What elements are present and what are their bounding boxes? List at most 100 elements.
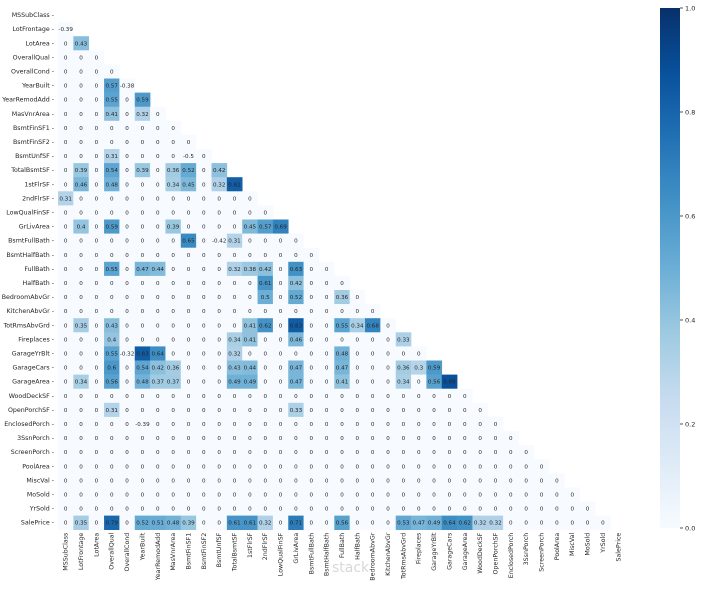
column-label: BsmtFullBath — [308, 533, 315, 575]
heatmap-cell — [88, 374, 105, 389]
cell-value: 0 — [156, 295, 160, 301]
heatmap-cell — [411, 388, 427, 404]
heatmap-cell — [104, 149, 120, 164]
heatmap-cell — [503, 473, 519, 488]
heatmap-cell — [211, 275, 228, 291]
cell-value: 0.52 — [290, 295, 302, 301]
cell-value: 0 — [340, 478, 344, 484]
cell-value: 0 — [64, 140, 68, 146]
column-label: OpenPorchSF — [492, 532, 499, 574]
cell-value: 0 — [202, 154, 206, 160]
cell-value: 0 — [141, 253, 145, 259]
cell-value: 0 — [187, 450, 191, 456]
heatmap-cell — [226, 304, 243, 319]
cell-value: 0 — [95, 225, 99, 231]
cell-value: 0 — [156, 408, 160, 414]
heatmap-cell — [73, 290, 89, 305]
heatmap-cell — [134, 515, 151, 530]
heatmap-cell — [303, 459, 320, 474]
cell-value: 0 — [279, 521, 283, 527]
cell-value: 0 — [95, 464, 99, 470]
cell-value: 0 — [202, 422, 206, 428]
heatmap-cell — [211, 501, 228, 516]
cell-value: 0 — [478, 422, 482, 428]
cell-value: 0 — [141, 337, 145, 343]
cell-value: 0 — [356, 366, 360, 372]
heatmap-cell — [211, 416, 228, 432]
heatmap-cell — [196, 275, 212, 291]
heatmap-cell — [73, 233, 89, 248]
heatmap-cell — [318, 445, 335, 460]
cell-value: 0 — [448, 492, 452, 498]
cell-value: 0 — [309, 492, 313, 498]
cell-value: 0 — [141, 408, 145, 414]
cell-value: 0 — [248, 422, 252, 428]
row-label: PoolArea - — [22, 463, 54, 470]
cell-value: 0.39 — [75, 168, 88, 174]
cell-value: 0 — [125, 422, 129, 428]
heatmap-cell — [441, 487, 458, 502]
cell-value: 0 — [356, 507, 360, 513]
heatmap-cell — [119, 501, 136, 516]
heatmap-cell — [150, 416, 166, 432]
cell-value: 0 — [263, 337, 267, 343]
heatmap-cell — [88, 64, 105, 79]
cell-value: 0 — [125, 112, 129, 118]
heatmap-cell — [119, 459, 136, 474]
cell-value: 0 — [156, 478, 160, 484]
cell-value: 0 — [125, 196, 129, 202]
heatmap-cell — [365, 501, 381, 516]
cell-value: 0 — [417, 394, 421, 400]
cell-value: 0 — [248, 210, 252, 216]
heatmap-cell — [472, 459, 489, 474]
cell-value: 0 — [156, 225, 160, 231]
heatmap-cell — [257, 459, 274, 474]
heatmap-cell — [487, 487, 504, 502]
cell-value: 0 — [95, 84, 99, 90]
cell-value: 0 — [233, 196, 237, 202]
cell-value: 0.56 — [428, 380, 441, 386]
cell-value: 0 — [187, 323, 191, 329]
cell-value: 0 — [202, 253, 206, 259]
heatmap-cell — [318, 487, 335, 502]
cell-value: 0 — [309, 521, 313, 527]
cell-value: 0 — [248, 408, 252, 414]
cell-value: 0 — [141, 323, 145, 329]
row-label: 1stFlrSF - — [24, 181, 54, 188]
cell-value: 0 — [417, 478, 421, 484]
cell-value: 0 — [202, 521, 206, 527]
cell-value: 0 — [309, 408, 313, 414]
cell-value: 0 — [494, 507, 498, 513]
row-labels: MSSubClass - LotFrontage - LotArea - Overal… — [1, 12, 54, 527]
cell-value: 0 — [156, 239, 160, 245]
heatmap-cell — [58, 247, 74, 263]
heatmap-cell — [119, 149, 136, 164]
heatmap-cell — [365, 459, 381, 474]
heatmap-cell — [196, 318, 212, 333]
heatmap-cell — [318, 473, 335, 488]
cell-value: 0 — [202, 366, 206, 372]
cell-value: 0.65 — [182, 239, 195, 245]
column-label: BsmtUnfSF — [216, 532, 223, 567]
cell-value: 0 — [141, 464, 145, 470]
cell-value: 0 — [125, 295, 129, 301]
heatmap-cell — [150, 360, 166, 375]
heatmap-cell — [472, 501, 489, 516]
heatmap-cell — [242, 290, 258, 305]
cell-value: 0 — [125, 168, 129, 174]
cell-value: 0 — [325, 394, 329, 400]
cell-value: 0 — [217, 492, 221, 498]
heatmap-cell — [150, 501, 166, 516]
heatmap-cell — [334, 360, 350, 375]
heatmap-cell — [288, 233, 304, 248]
cell-value: 0 — [340, 408, 344, 414]
heatmap-cell — [395, 445, 412, 460]
heatmap-cell — [334, 515, 350, 530]
cell-value: 0 — [125, 309, 129, 315]
heatmap-cell — [73, 374, 89, 389]
heatmap-cell — [426, 374, 443, 389]
cell-value: 0 — [417, 422, 421, 428]
cell-value: 0.61 — [259, 281, 272, 287]
cell-value: 0.55 — [336, 323, 349, 329]
heatmap-cell — [272, 501, 289, 516]
